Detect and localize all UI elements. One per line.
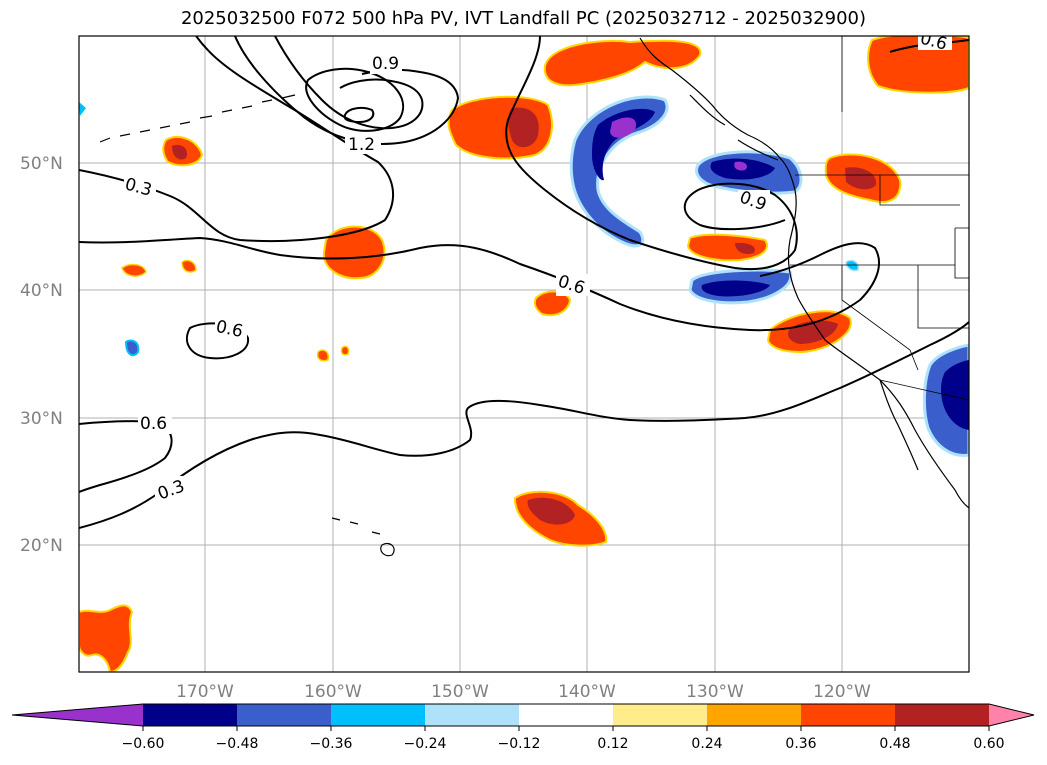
pv-contour-0.3-north	[79, 36, 395, 243]
neg-blob-baja-core	[941, 360, 969, 430]
lat-label-50: 50°N	[20, 154, 63, 174]
contour-label-1.2: 1.2	[348, 135, 375, 155]
colorbar-tick-label: −0.24	[404, 736, 447, 752]
pos-blob-small-1	[533, 290, 572, 317]
colorbar-tick-label: 0.24	[691, 736, 722, 752]
pos-blob-gulf-alaska-core	[508, 107, 539, 148]
pos-blob-west-aleutian-core	[172, 144, 188, 160]
pv-contour-1.2	[305, 67, 405, 132]
pos-blob-tiny-1	[121, 263, 147, 277]
colorbar-tick-label: −0.36	[310, 736, 353, 752]
lon-label-120W: 120°W	[813, 682, 871, 702]
border-us-mexico	[879, 379, 969, 401]
latitude-labels: 50°N 40°N 30°N 20°N	[20, 154, 63, 556]
neg-blob-gulf-arc-core	[592, 108, 655, 181]
lon-label-150W: 150°W	[431, 682, 489, 702]
lon-label-160W: 160°W	[304, 682, 362, 702]
pos-blob-offshore	[686, 233, 768, 262]
border-state-3	[841, 265, 919, 371]
map-title: 2025032500 F072 500 hPa PV, IVT Landfall…	[180, 8, 867, 29]
aleutian-chain	[99, 94, 296, 143]
pos-blob-tiny-4	[340, 345, 350, 356]
colorbar-segment	[613, 704, 708, 726]
pv-contour-labels: 0.9 1.2 0.3 0.6 0.6 0.6 0.9 0.3 0.6	[123, 36, 952, 504]
pv-contour-0.6-south	[79, 420, 173, 493]
pos-blob-tiny-2	[181, 259, 197, 273]
pos-blob-tiny-3	[316, 349, 330, 362]
colorbar-segment	[707, 704, 802, 726]
borders	[790, 36, 969, 401]
lon-label-140W: 140°W	[558, 682, 616, 702]
colorbar-segment	[425, 704, 520, 726]
map-frame	[78, 35, 970, 673]
lat-label-40: 40°N	[20, 281, 63, 301]
lat-label-30: 30°N	[20, 409, 63, 429]
neg-blob-small-2	[845, 259, 860, 272]
pos-blob-mid-pacific	[322, 225, 386, 280]
pv-contour-0.6-north	[234, 36, 460, 145]
pos-blob-hawaii-core	[527, 497, 575, 525]
lon-label-130W: 130°W	[686, 682, 744, 702]
colorbar-tick-label: 0.36	[785, 736, 816, 752]
gridlines	[79, 36, 969, 672]
colorbar-tick-label: −0.12	[498, 736, 541, 752]
hawaii-islands	[331, 517, 395, 557]
neg-blob-small-3	[79, 102, 86, 116]
colorbar: −0.60 −0.48 −0.36 −0.24 −0.12 0.12 0.24 0.36 0.4…	[11, 703, 1035, 752]
coastline-baja	[879, 379, 919, 471]
colorbar-extend-min	[12, 704, 143, 726]
coastlines	[99, 37, 969, 557]
longitude-labels: 170°W 160°W 150°W 140°W 130°W 120°W	[176, 682, 871, 702]
contour-label-0.6-south: 0.6	[140, 414, 167, 434]
colorbar-segment	[331, 704, 426, 726]
neg-blob-norcal-core	[701, 280, 770, 297]
pos-blob-sw-corner	[79, 604, 134, 672]
border-state-4	[917, 265, 969, 329]
lat-label-20: 20°N	[20, 536, 63, 556]
neg-blob-small-1	[124, 339, 140, 357]
pv-contour-0.6-arc	[505, 36, 798, 271]
colorbar-extend-max	[989, 704, 1034, 726]
colorbar-tick-label: 0.48	[879, 736, 910, 752]
colorbar-tick-label: 0.12	[597, 736, 628, 752]
pv-contour-1.5	[343, 106, 375, 124]
colorbar-tick-label: 0.60	[973, 736, 1004, 752]
neg-blob-bc-coast-peak	[734, 161, 747, 171]
colorbar-tick-label: −0.48	[216, 736, 259, 752]
coastline-alaska	[639, 37, 969, 509]
contour-label-0.9: 0.9	[372, 54, 399, 74]
border-state-5	[954, 227, 969, 279]
bc-islands	[689, 94, 779, 161]
pos-blob-offshore-core	[735, 242, 755, 254]
pos-blob-top-center	[543, 39, 702, 87]
negative-ivt-shading	[79, 95, 969, 457]
pos-blob-pnw-core	[845, 167, 877, 190]
pv-contour-0.9-ne	[889, 39, 969, 53]
colorbar-segment	[519, 704, 614, 726]
pv-contour-0.3-south	[79, 321, 969, 529]
border-state-1	[879, 175, 960, 206]
pv-contour-0.9-north	[274, 36, 424, 130]
colorbar-segment	[237, 704, 332, 726]
neg-blob-gulf-arc-peak	[610, 117, 636, 138]
colorbar-segment	[801, 704, 896, 726]
lon-label-170W: 170°W	[176, 682, 234, 702]
colorbar-tick-label: −0.60	[122, 736, 165, 752]
colorbar-segment	[143, 704, 238, 726]
colorbar-segment	[895, 704, 990, 726]
